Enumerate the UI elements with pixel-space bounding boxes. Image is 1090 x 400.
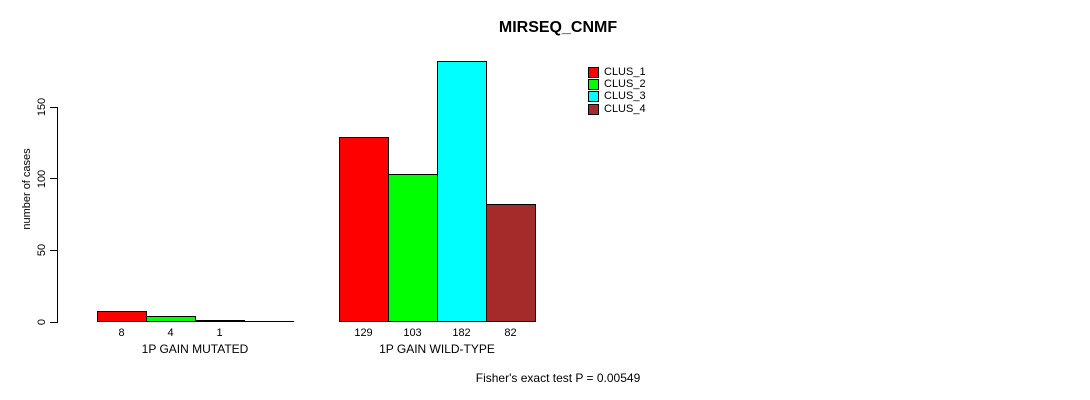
chart-title: MIRSEQ_CNMF xyxy=(498,19,618,36)
y-axis-tick-label: 50 xyxy=(36,244,48,257)
legend-item: CLUS_2 xyxy=(588,78,646,91)
y-axis-tick-label: 150 xyxy=(36,97,48,117)
legend-swatch xyxy=(588,67,599,78)
y-axis-tick xyxy=(50,106,57,108)
legend-item: CLUS_3 xyxy=(588,90,646,103)
bar xyxy=(437,61,487,322)
bar xyxy=(339,137,389,322)
legend-item: CLUS_4 xyxy=(588,102,646,115)
bar xyxy=(146,316,196,322)
bar xyxy=(486,204,536,322)
y-axis-label: number of cases xyxy=(21,148,33,230)
y-axis-tick xyxy=(50,321,57,323)
annotation-text: Fisher's exact test P = 0.00549 xyxy=(475,371,641,385)
bar-value-label: 4 xyxy=(167,327,174,339)
legend-item: CLUS_1 xyxy=(588,67,646,78)
legend-swatch xyxy=(588,79,599,91)
bar-value-label: 129 xyxy=(354,327,373,339)
legend-item-label: CLUS_3 xyxy=(604,90,646,103)
bar-value-label: 182 xyxy=(452,327,471,339)
y-axis-tick xyxy=(50,178,57,180)
y-axis-tick xyxy=(50,249,57,251)
bar xyxy=(195,320,245,322)
bar-value-label: 82 xyxy=(504,327,517,339)
bar xyxy=(97,311,147,322)
y-axis-line xyxy=(57,107,58,323)
bar-value-label: 8 xyxy=(118,327,125,339)
group-label: 1P GAIN MUTATED xyxy=(141,342,249,356)
y-axis-tick-label: 100 xyxy=(36,169,48,188)
y-axis-tick-label: 0 xyxy=(36,318,48,326)
group-label: 1P GAIN WILD-TYPE xyxy=(379,342,495,356)
legend-swatch xyxy=(588,91,599,103)
legend-item-label: CLUS_1 xyxy=(604,66,646,78)
legend-item-label: CLUS_4 xyxy=(604,102,646,115)
bar xyxy=(388,174,438,322)
legend-item-label: CLUS_2 xyxy=(604,78,646,91)
legend-swatch xyxy=(588,103,599,115)
bar-value-label: 1 xyxy=(216,327,223,339)
bar-value-label: 103 xyxy=(403,327,422,339)
